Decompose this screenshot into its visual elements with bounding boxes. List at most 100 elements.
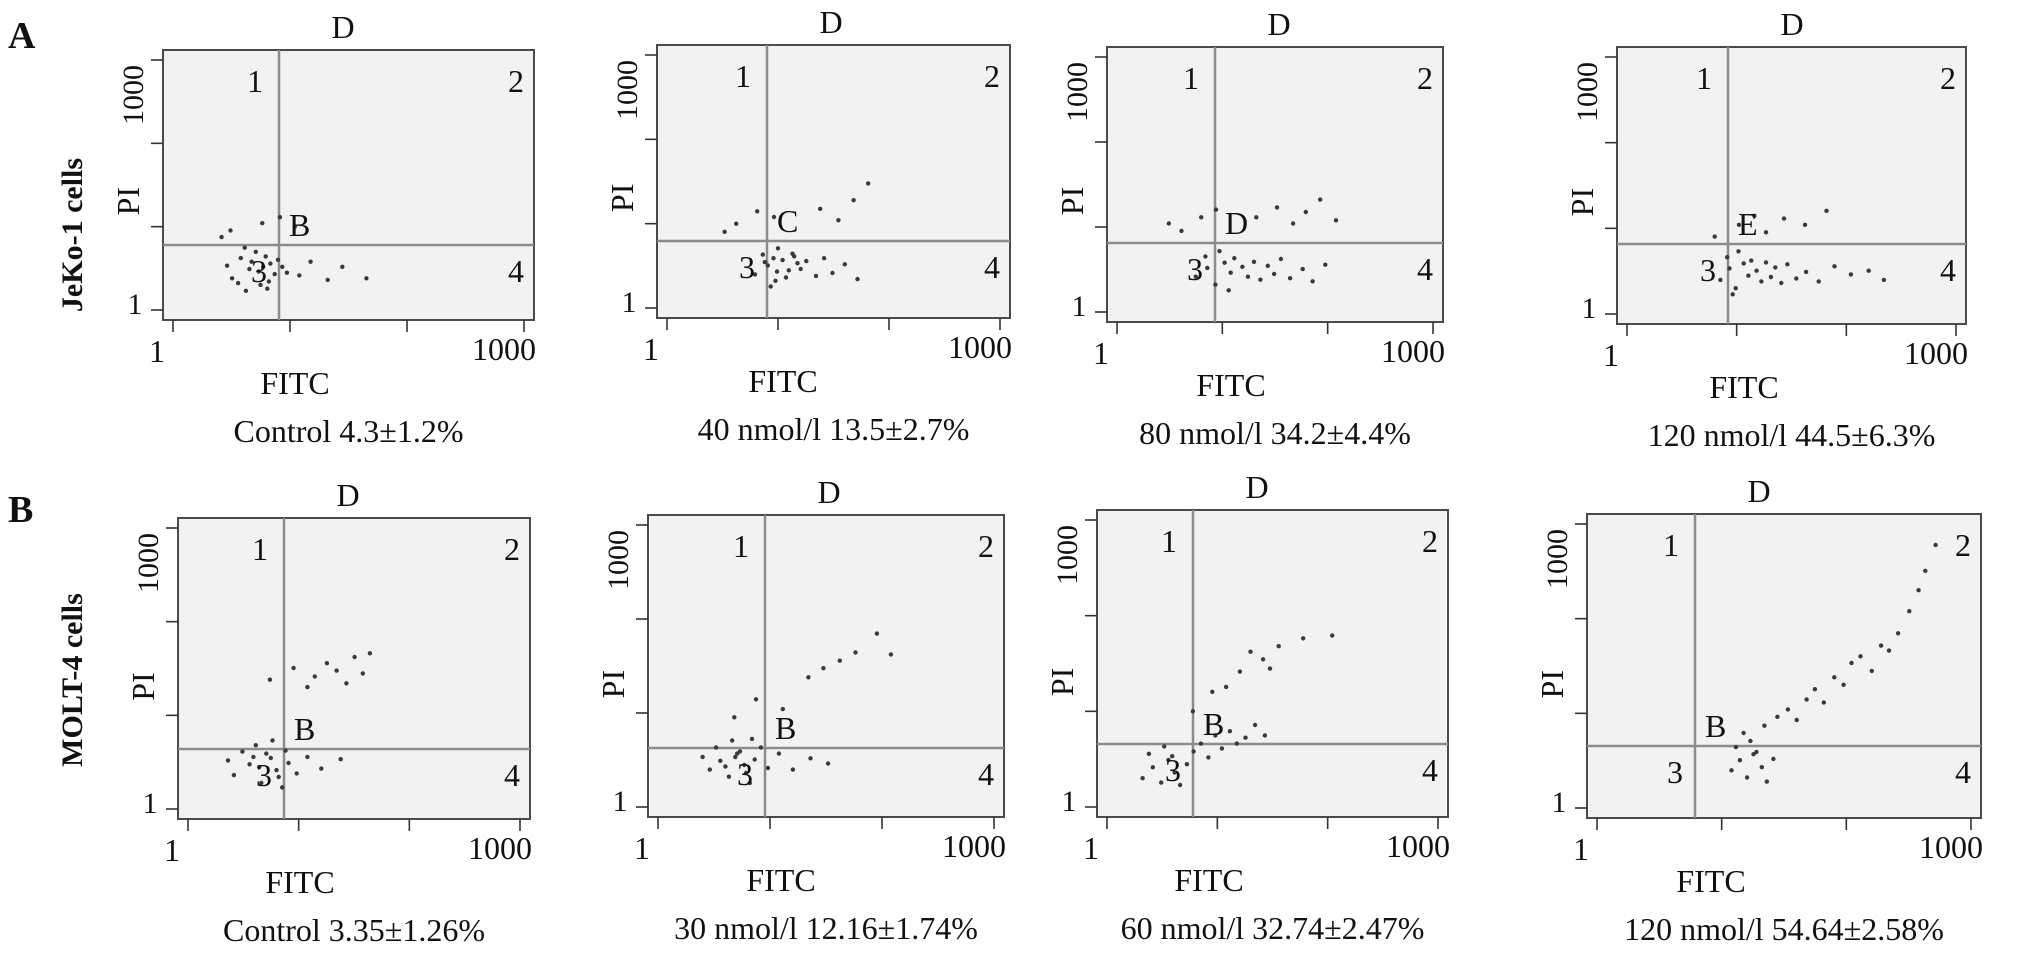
gate-center-letter: D <box>1225 205 1248 241</box>
quadrant-label-3: 3 <box>1187 251 1203 287</box>
y-axis-title: PI <box>110 187 146 215</box>
plot-frame <box>656 44 1011 319</box>
data-point <box>1741 261 1746 266</box>
data-point <box>1762 723 1767 728</box>
data-point <box>1886 648 1892 653</box>
data-point <box>743 770 749 776</box>
data-point <box>830 270 835 276</box>
quadrant-label-3: 3 <box>256 757 272 793</box>
plot-caption: 60 nmol/l 32.74±2.47% <box>1121 910 1425 946</box>
x-axis-title: FITC <box>1174 862 1243 898</box>
x-tick-label-1000: 1000 <box>1381 333 1445 369</box>
data-point <box>1219 746 1225 751</box>
quadrant-label-2: 2 <box>508 63 524 99</box>
y-tick-label-1000: 1000 <box>602 530 635 590</box>
data-point <box>776 751 782 756</box>
data-point <box>780 257 785 263</box>
data-point <box>277 215 283 220</box>
data-point <box>272 271 277 277</box>
plot-top-label: D <box>331 9 354 45</box>
plot-frame <box>162 49 535 321</box>
plot-top-label: D <box>1780 6 1803 42</box>
y-axis-title: PI <box>1054 187 1090 215</box>
plot-frame <box>1106 46 1444 323</box>
data-point <box>1243 735 1248 740</box>
y-axis-title: PI <box>125 672 161 700</box>
y-tick-label-1: 1 <box>622 286 637 319</box>
flow-plot-1: 1 2 3 4 B D 1000 1 PI 1 1000 FITC Control 4.3±1.2% <box>110 9 536 449</box>
quadrant-label-2: 2 <box>1940 60 1956 96</box>
data-point <box>1748 738 1753 744</box>
y-tick-label-1000: 1000 <box>1541 529 1574 589</box>
data-point <box>1310 279 1315 284</box>
quadrant-label-4: 4 <box>1417 251 1433 287</box>
data-point <box>280 264 285 269</box>
data-point <box>1252 722 1258 728</box>
data-point <box>1177 782 1183 788</box>
data-point <box>773 278 778 283</box>
panel-label-b: B <box>8 489 33 531</box>
row-label-jeko: JeKo-1 cells <box>56 158 89 312</box>
data-point <box>240 749 245 754</box>
data-point <box>771 214 777 220</box>
y-axis-title: PI <box>1534 670 1570 698</box>
data-point <box>1794 717 1799 723</box>
data-point <box>1785 707 1791 712</box>
data-point <box>1866 268 1871 273</box>
x-tick-label-1000: 1000 <box>942 828 1006 864</box>
data-point <box>1146 751 1152 756</box>
data-point <box>1916 588 1921 593</box>
y-tick-label-1: 1 <box>128 288 143 321</box>
plot-top-label: D <box>336 477 359 513</box>
x-tick-label-1000: 1000 <box>472 331 536 367</box>
data-point <box>1170 754 1175 759</box>
data-point <box>1237 669 1243 674</box>
quadrant-label-2: 2 <box>504 531 520 567</box>
data-point <box>280 785 285 790</box>
data-point <box>305 684 310 690</box>
data-point <box>1159 780 1164 785</box>
y-tick-label-1000: 1000 <box>1061 62 1094 122</box>
x-tick-label-1: 1 <box>634 830 650 866</box>
data-point <box>340 264 345 269</box>
data-point <box>760 252 765 257</box>
data-point <box>707 767 712 772</box>
data-point <box>1824 208 1829 213</box>
flow-plot-5: 1 2 3 4 B D 1000 1 PI 1 1000 FITC Control 3.35±1.26% <box>125 477 532 948</box>
quadrant-label-3: 3 <box>1667 754 1683 790</box>
data-point <box>284 270 290 275</box>
data-point <box>1781 216 1787 221</box>
data-point <box>733 754 738 760</box>
quadrant-label-1: 1 <box>1696 60 1712 96</box>
y-tick-label-1: 1 <box>1062 785 1077 818</box>
data-point <box>1248 649 1253 654</box>
plot-caption: Control 4.3±1.2% <box>234 413 464 449</box>
data-point <box>235 280 241 286</box>
gate-center-letter: B <box>294 711 315 747</box>
data-point <box>1190 709 1196 714</box>
data-point <box>762 259 767 265</box>
plot-caption: 120 nmol/l 54.64±2.58% <box>1624 911 1944 947</box>
quadrant-label-4: 4 <box>1940 252 1956 288</box>
data-point <box>1245 274 1251 279</box>
data-point <box>1779 280 1784 286</box>
data-point <box>312 674 317 679</box>
data-point <box>1265 263 1271 268</box>
data-point <box>1763 230 1769 235</box>
data-point <box>1907 609 1912 614</box>
data-point <box>1303 209 1309 215</box>
y-axis-title: PI <box>1564 188 1600 216</box>
data-point <box>297 273 302 278</box>
data-point <box>242 245 247 250</box>
data-point <box>1733 286 1738 291</box>
data-point <box>1162 744 1167 749</box>
data-point <box>319 766 324 771</box>
quadrant-label-2: 2 <box>984 58 1000 94</box>
data-point <box>1775 714 1780 719</box>
data-point <box>225 758 231 763</box>
data-point <box>268 755 273 761</box>
y-tick-label-1: 1 <box>613 785 628 818</box>
flow-plot-8: 1 2 3 4 B D 1000 1 PI 1 1000 FITC 120 nmol/l 54.64±2… <box>1534 473 1983 947</box>
plot-frame <box>1096 509 1449 818</box>
